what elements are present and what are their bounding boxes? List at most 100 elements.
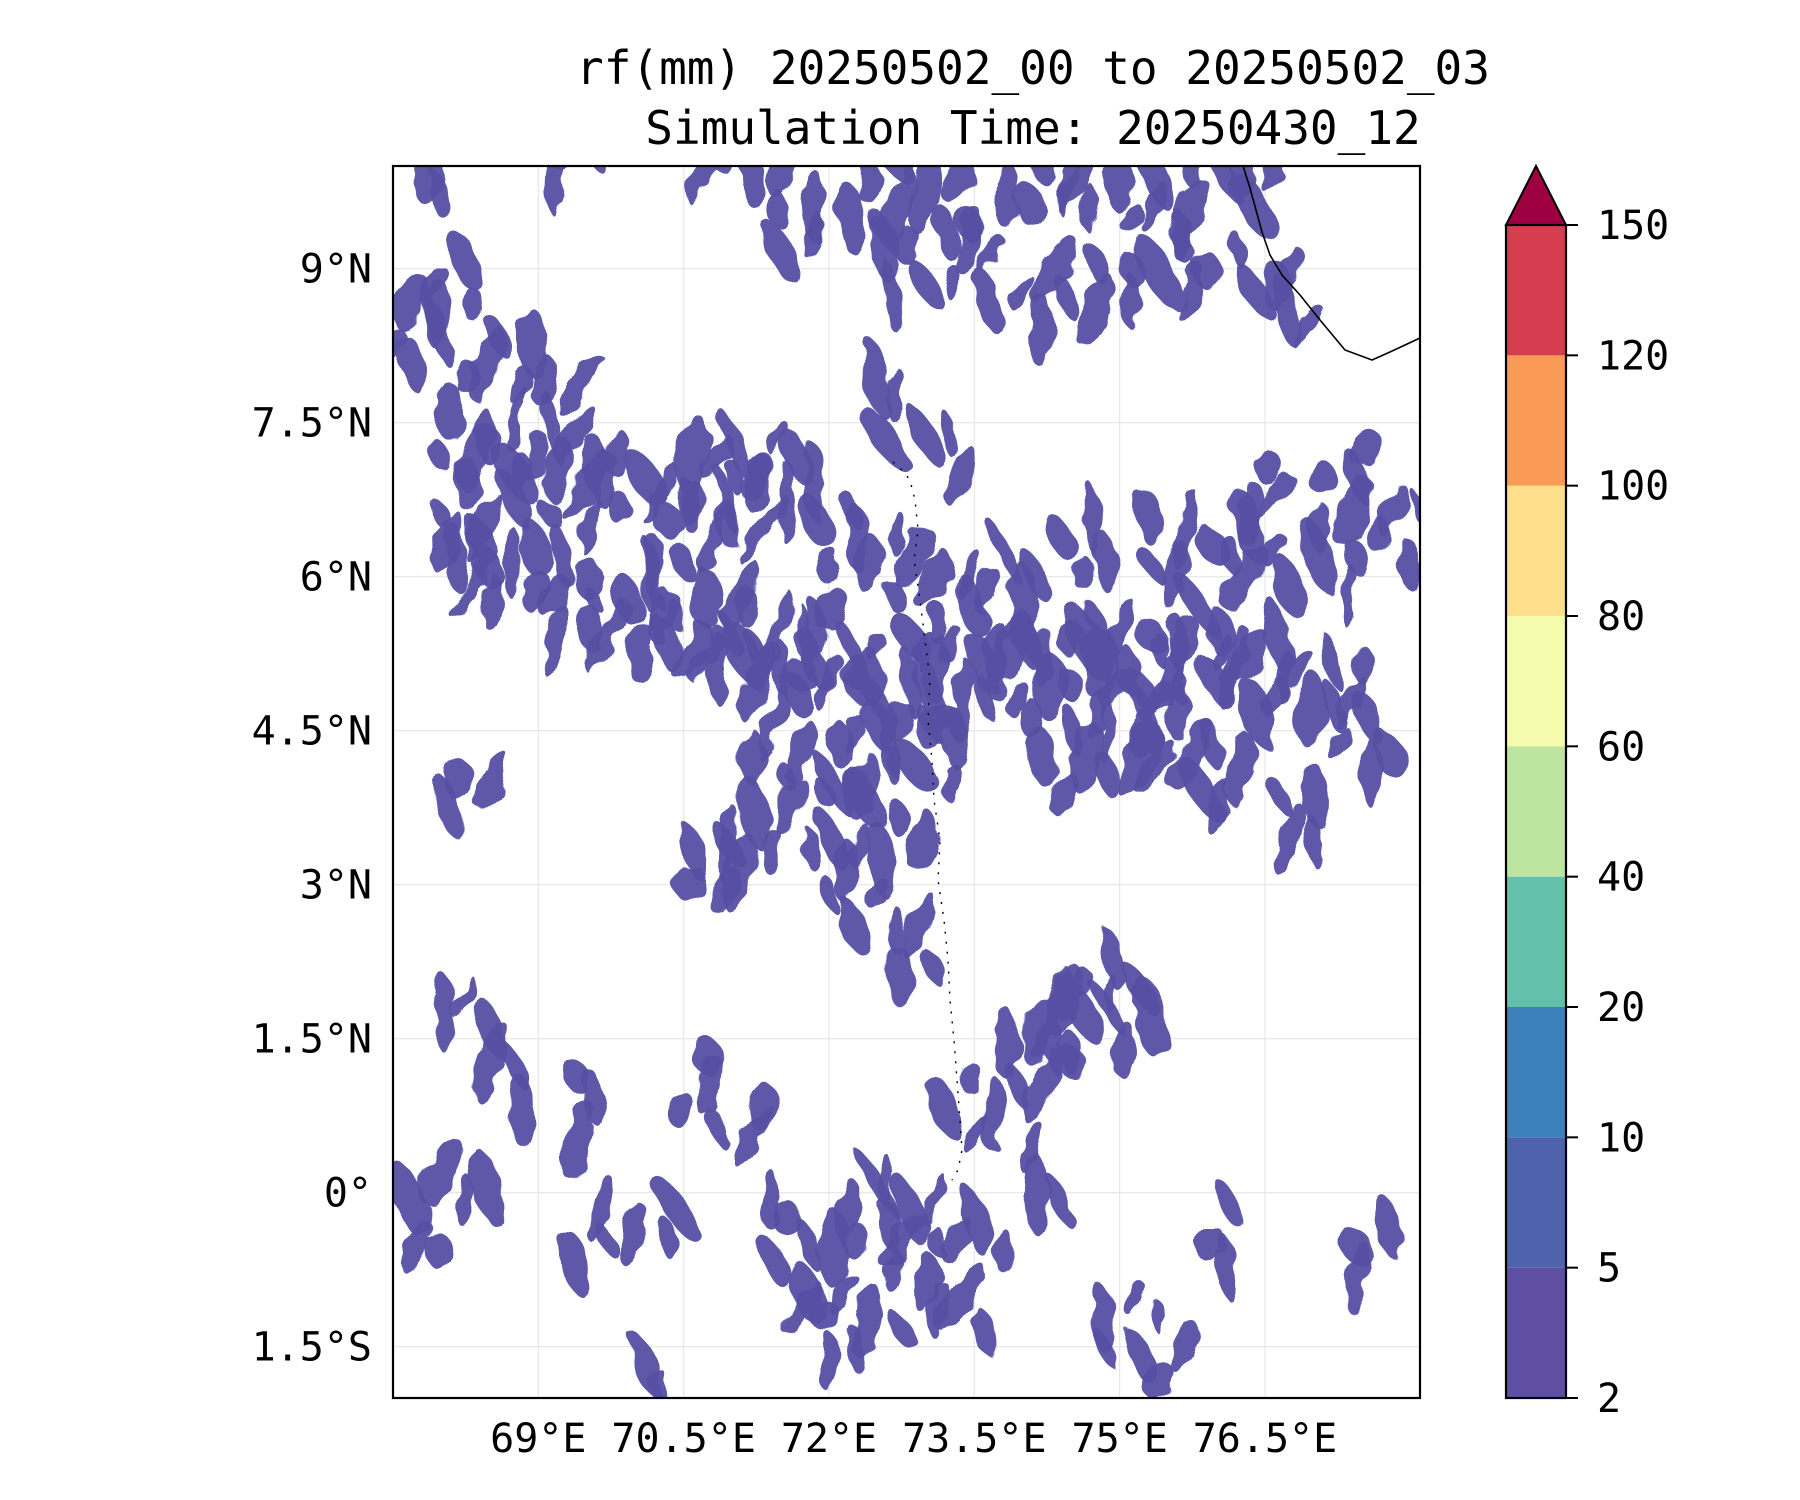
rain-blob — [1169, 615, 1200, 669]
rain-blob — [862, 408, 909, 470]
rain-blob — [1166, 720, 1215, 789]
rain-blob — [972, 669, 997, 725]
rain-blob — [1009, 274, 1034, 311]
rain-blob — [680, 823, 707, 881]
rain-blob — [928, 1223, 946, 1260]
rain-blob — [434, 380, 465, 443]
rain-blob — [961, 1060, 980, 1095]
rain-blob — [957, 206, 983, 278]
rain-blob — [507, 365, 533, 405]
rain-blob — [1139, 548, 1165, 582]
rain-blob — [475, 753, 511, 810]
rain-blob — [1026, 166, 1055, 187]
rain-blob — [1331, 727, 1352, 764]
colorbar-tick-label: 100 — [1597, 464, 1669, 510]
rain-blob — [1028, 295, 1055, 366]
colorbar-tick-label: 80 — [1597, 594, 1645, 640]
rain-blob — [643, 539, 663, 607]
colorbar-segment — [1506, 1267, 1566, 1398]
rain-blob — [1271, 557, 1305, 614]
rain-blob — [1025, 723, 1059, 789]
rain-blob — [658, 1216, 677, 1260]
rain-blob — [806, 599, 828, 653]
rain-blob — [557, 404, 595, 457]
rain-blob — [912, 549, 952, 609]
rain-blob — [1125, 1280, 1145, 1318]
rain-blob — [836, 182, 866, 256]
rain-blob — [1121, 273, 1140, 328]
rain-blob — [1255, 450, 1282, 485]
rain-blob — [1093, 749, 1120, 798]
rain-blob — [652, 503, 683, 536]
rain-blob — [446, 230, 483, 291]
colorbar-tick-label: 60 — [1597, 724, 1645, 770]
rain-blob — [1090, 1285, 1116, 1353]
rain-blob — [432, 975, 455, 1052]
rain-blob — [1225, 166, 1255, 193]
rain-blob — [886, 904, 903, 953]
rain-blob — [867, 631, 885, 664]
rain-blob — [508, 1074, 536, 1148]
rain-blob — [916, 627, 932, 672]
rain-blob — [585, 1176, 615, 1242]
rain-blob — [738, 494, 787, 563]
rain-blob — [561, 1101, 596, 1179]
rain-blob — [1048, 773, 1078, 813]
rain-blob — [504, 526, 521, 599]
colorbar-extend-triangle — [1504, 163, 1568, 226]
rain-blob — [436, 109, 475, 160]
colorbar-tick-label: 120 — [1597, 333, 1669, 379]
rain-blob — [433, 772, 463, 840]
rain-blob — [941, 762, 961, 800]
rain-blob — [611, 573, 643, 625]
rain-blob — [425, 1234, 454, 1269]
rain-blob — [906, 259, 945, 309]
rain-blob — [946, 445, 977, 509]
lat-tick-label: 3°N — [300, 863, 372, 909]
rain-blob — [1261, 166, 1286, 194]
lat-tick-label: 4.5°N — [252, 709, 372, 755]
rain-blob — [662, 596, 686, 631]
rain-blob — [900, 892, 937, 959]
rain-blob — [857, 166, 880, 202]
rain-blob — [709, 867, 742, 913]
colorbar-tick-label: 20 — [1597, 985, 1645, 1031]
rain-blob — [720, 411, 751, 480]
colorbar-tick-label: 40 — [1597, 855, 1645, 901]
rain-blob — [893, 1175, 929, 1248]
longitude-tick-labels: 69°E 70.5°E 72°E 73.5°E 75°E 76.5°E — [490, 1416, 1337, 1462]
rain-blob — [1240, 679, 1273, 746]
rain-blob — [1307, 462, 1338, 494]
rain-blob — [1135, 739, 1174, 794]
rain-blob — [1043, 513, 1078, 562]
rain-blob — [994, 166, 1018, 226]
rain-blob — [973, 1308, 997, 1357]
rain-blob — [1319, 629, 1344, 693]
rain-blob — [471, 544, 505, 589]
rain-blob — [1378, 484, 1409, 538]
rain-blob — [814, 779, 836, 810]
rain-blob — [940, 412, 956, 456]
rain-blob — [617, 1200, 646, 1266]
colorbar-segment — [1506, 485, 1566, 616]
rain-blob — [545, 603, 567, 679]
rain-blob — [1169, 1321, 1200, 1373]
rain-blob — [1003, 681, 1030, 715]
rain-blob — [1136, 489, 1164, 549]
rain-blob — [470, 1148, 504, 1227]
rain-blob — [777, 461, 795, 542]
rain-blob — [1351, 647, 1376, 684]
rain-blob — [815, 651, 841, 712]
rain-blob — [1359, 738, 1382, 807]
rain-blob — [1058, 622, 1086, 656]
rain-blob — [593, 1221, 617, 1256]
rain-blob — [517, 308, 549, 378]
rain-blob — [483, 314, 512, 359]
rain-blob — [833, 839, 859, 904]
lon-tick-label: 75°E — [1071, 1416, 1167, 1462]
rain-blob — [654, 1178, 701, 1242]
colorbar-tick-label: 2 — [1597, 1376, 1621, 1422]
rain-blob — [456, 1177, 476, 1227]
rain-blob — [1195, 1225, 1225, 1262]
rain-blob — [891, 226, 922, 263]
